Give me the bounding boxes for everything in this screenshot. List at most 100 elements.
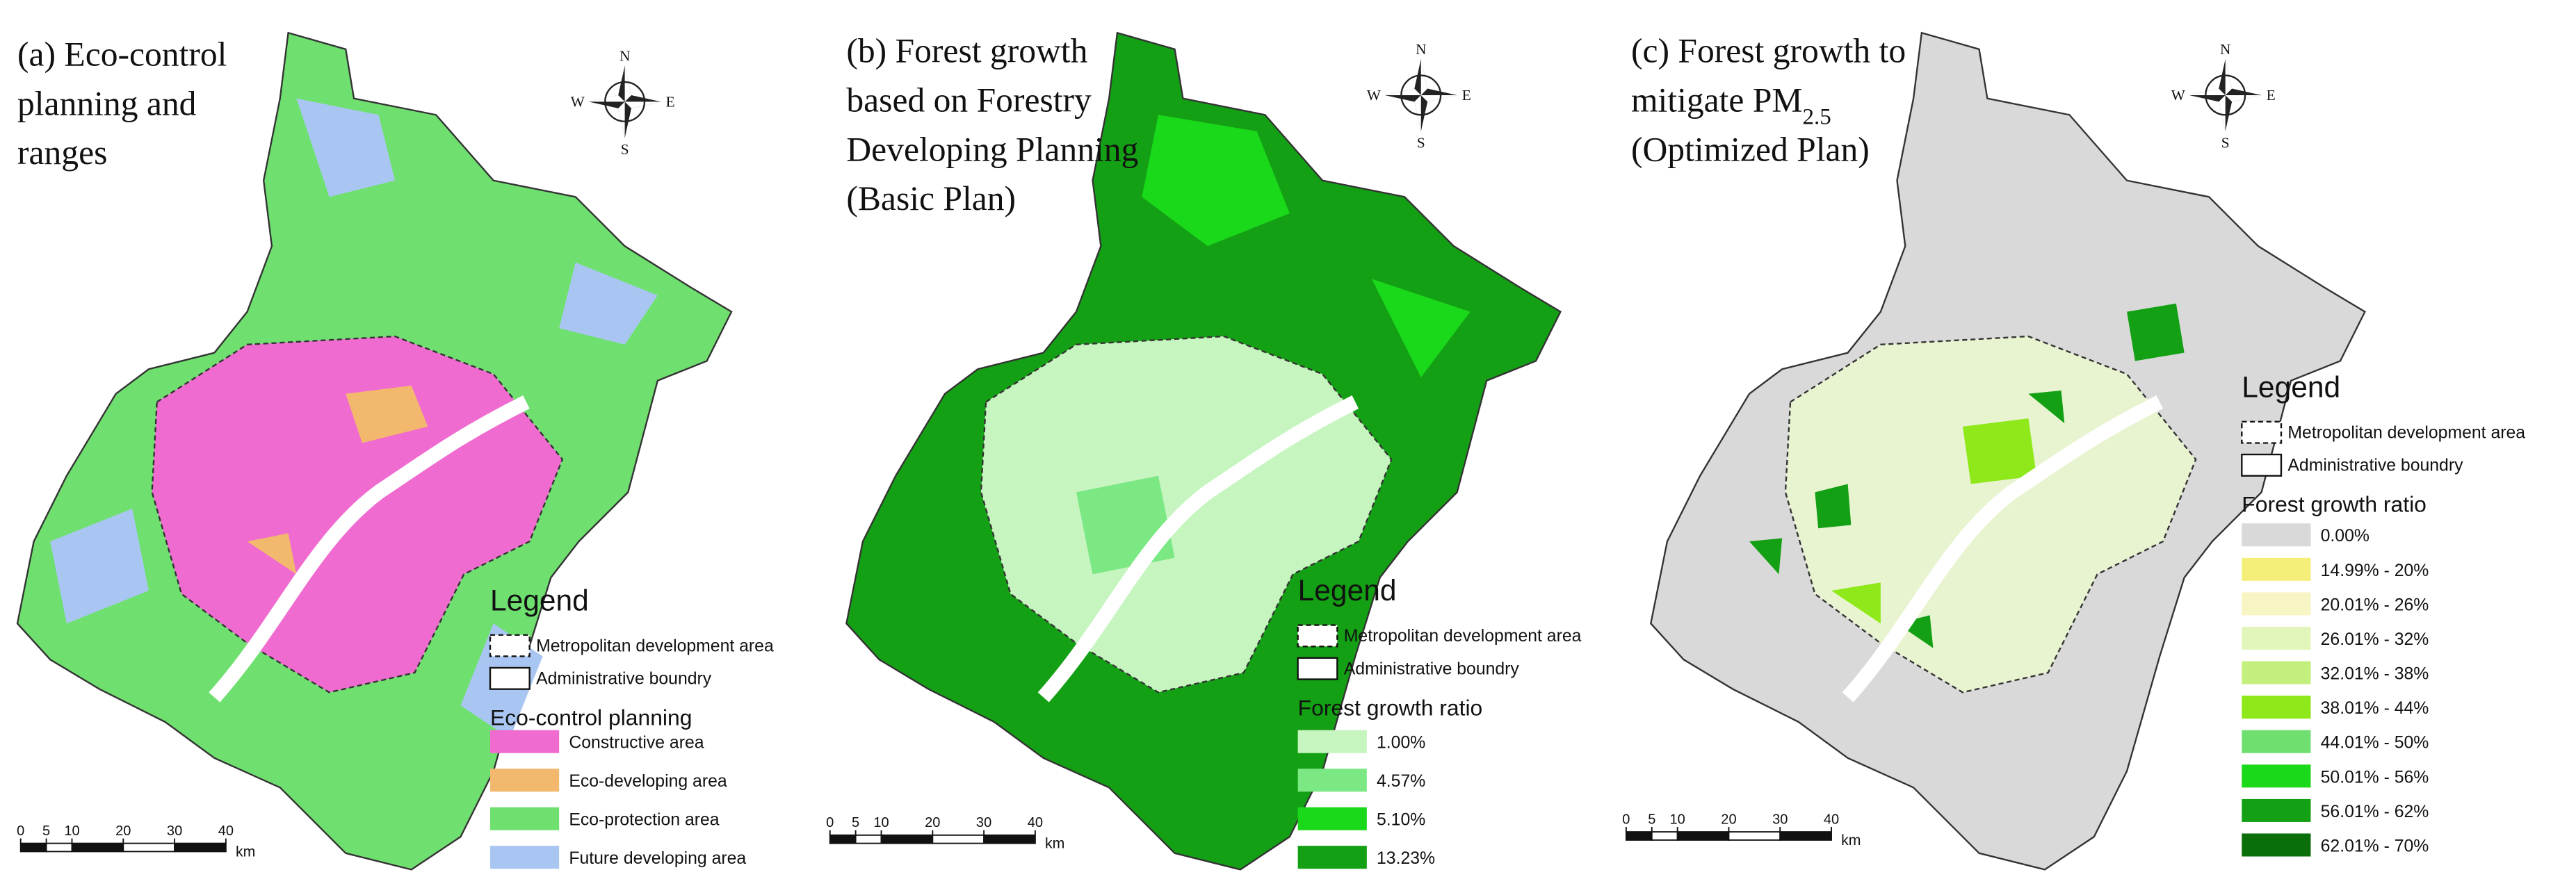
scale-tick-label: 10 [1670, 812, 1685, 827]
scale-tick-label: 10 [873, 815, 889, 830]
panel-title: (a) Eco-control [17, 35, 227, 73]
legend-swatch [2242, 696, 2311, 719]
scale-tick-label: 5 [852, 815, 859, 830]
panel-title: mitigate PM2.5 [1631, 81, 1831, 130]
panel-title: (b) Forest growth [846, 32, 1087, 70]
legend-section-title: Forest growth ratio [1298, 695, 1483, 720]
scale-tick-label: 20 [925, 815, 940, 830]
scale-segment [71, 842, 124, 853]
legend-label: Eco-protection area [569, 811, 719, 830]
compass-n: N [619, 47, 630, 64]
legend-label: 56.01% - 62% [2321, 803, 2429, 821]
panel-title: (Optimized Plan) [1631, 130, 1870, 168]
legend-swatch [2242, 626, 2311, 650]
boundary-label: Administrative boundry [2287, 457, 2463, 475]
legend-label: 1.00% [1377, 734, 1425, 753]
compass-e: E [1462, 87, 1471, 104]
legend-swatch [490, 846, 560, 869]
title-text: (b) Forest growth [846, 32, 1087, 70]
boundary-label: Metropolitan development area [2287, 423, 2525, 442]
compass-w: W [2171, 87, 2186, 104]
scale-tick-label: 30 [167, 823, 182, 839]
annotations: (a) Eco-control planning and ranges N S E W Leg… [17, 32, 2525, 869]
compass-s: S [2221, 135, 2230, 151]
scale-tick-label: 40 [1824, 812, 1839, 827]
subscript: 2.5 [1802, 105, 1831, 130]
title-text: (Optimized Plan) [1631, 130, 1870, 168]
map-c [1650, 32, 2366, 871]
legend-label: 38.01% - 44% [2321, 699, 2429, 718]
legend-swatch [490, 807, 560, 830]
legend-swatch [2242, 557, 2311, 581]
scale-tick-label: 5 [1648, 812, 1655, 827]
panel: (a) Eco-control planning and ranges N S E W Leg… [17, 35, 774, 869]
scale-segment [1779, 831, 1832, 841]
legend-label: 4.57% [1377, 772, 1425, 791]
compass-s: S [621, 141, 629, 158]
scale-tick-label: 0 [826, 815, 834, 830]
legend-label: 13.23% [1377, 849, 1435, 868]
scale-tick-label: 10 [64, 823, 79, 839]
boundary-swatch [1297, 657, 1338, 680]
scale-segment [854, 834, 882, 844]
boundary-label: Administrative boundry [1344, 659, 1520, 678]
legend-title: Legend [490, 584, 589, 617]
legend-swatch [2242, 798, 2311, 822]
compass: N S E W [1367, 41, 1471, 151]
panel-title: (Basic Plan) [846, 179, 1016, 218]
legend-swatch [1297, 846, 1367, 869]
title-text: (Basic Plan) [846, 179, 1016, 218]
compass-rose [588, 65, 662, 139]
compass-s: S [1417, 135, 1425, 151]
title-text: mitigate PM [1631, 81, 1803, 120]
legend-label: 26.01% - 32% [2321, 630, 2429, 649]
scale-segment [1651, 831, 1678, 841]
legend-title: Legend [2242, 371, 2340, 404]
legend-label: 50.01% - 56% [2321, 768, 2429, 787]
scale-tick-label: 5 [42, 823, 50, 839]
scale-segment [174, 842, 227, 853]
compass-n: N [1416, 41, 1426, 58]
scale-segment [829, 834, 857, 844]
title-text: based on Forestry [846, 81, 1092, 120]
scale-tick-label: 20 [1721, 812, 1736, 827]
legend-label: 5.10% [1377, 811, 1425, 830]
scale-segment [1728, 831, 1781, 841]
title-text: (a) Eco-control [17, 35, 227, 73]
legend-swatch [2242, 764, 2311, 788]
legend-title: Legend [1298, 575, 1397, 607]
boundary-swatch [2241, 420, 2283, 444]
scale-tick-label: 40 [1028, 815, 1043, 830]
legend-label: 20.01% - 26% [2321, 596, 2429, 614]
scale-segment [1676, 831, 1730, 841]
scale-segment [45, 842, 73, 853]
legend-label: 32.01% - 38% [2321, 665, 2429, 684]
legend-swatch [2242, 592, 2311, 616]
compass-w: W [571, 93, 585, 110]
boundary-label: Metropolitan development area [1344, 627, 1582, 646]
panel-title: planning and [17, 84, 197, 122]
legend-label: Eco-developing area [569, 772, 727, 791]
scale-segment [983, 834, 1036, 844]
scale-segment [880, 834, 934, 844]
boundary-swatch [2241, 453, 2283, 477]
scale-unit: km [236, 844, 255, 860]
boundary-label: Metropolitan development area [536, 637, 774, 655]
legend-swatch [490, 730, 560, 753]
compass-e: E [666, 93, 675, 110]
panel-title: based on Forestry [846, 81, 1092, 120]
scale-unit: km [1841, 832, 1861, 848]
scale-tick-label: 0 [17, 823, 24, 839]
title-text: planning and [17, 84, 197, 122]
compass: N S E W [571, 47, 675, 158]
scale-segment [122, 842, 176, 853]
legend-swatch [1297, 769, 1367, 792]
title-text: ranges [17, 133, 107, 172]
legend-swatch [490, 769, 560, 792]
legend-label: 62.01% - 70% [2321, 837, 2429, 855]
title-text: (c) Forest growth to [1631, 32, 1906, 70]
scale-tick-label: 20 [115, 823, 131, 839]
legend-label: 0.00% [2321, 527, 2370, 545]
scale-tick-label: 40 [218, 823, 234, 839]
